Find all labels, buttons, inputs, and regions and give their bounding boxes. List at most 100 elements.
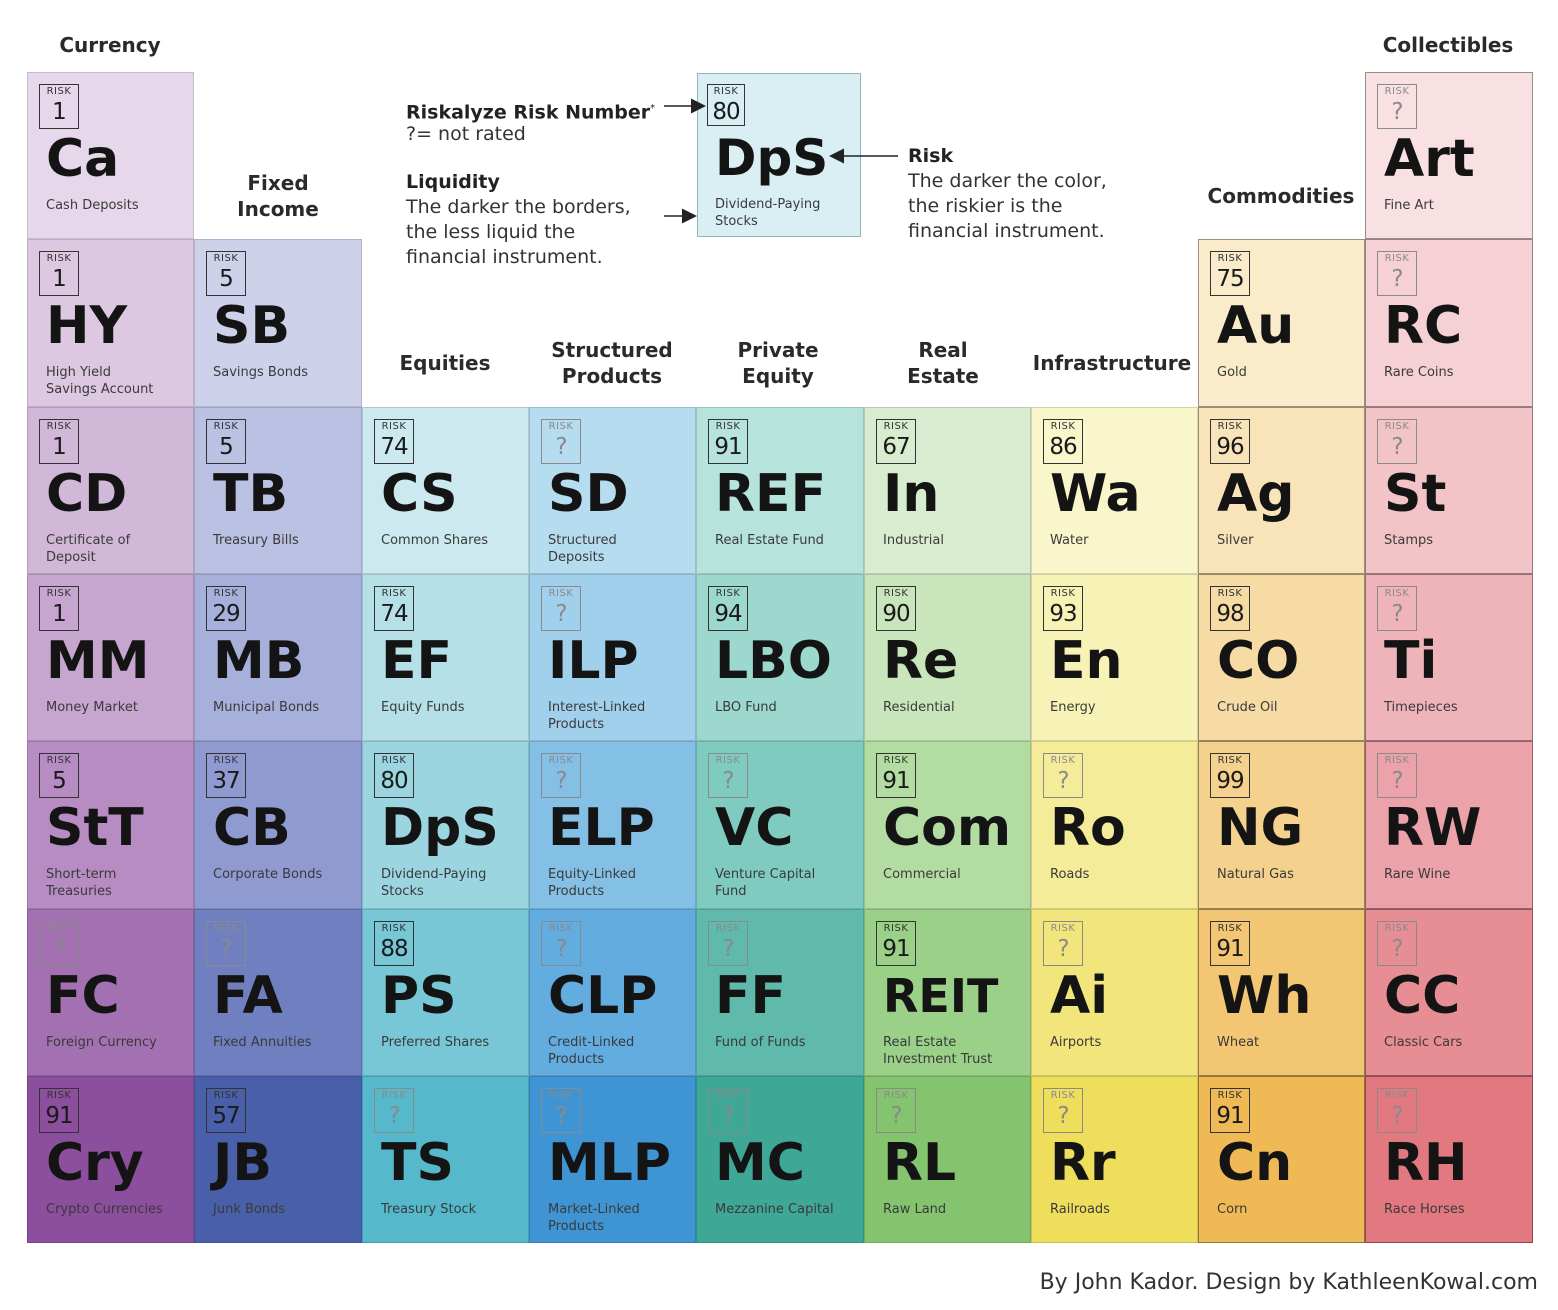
- element-symbol: Art: [1384, 129, 1475, 189]
- risk-number: ?: [722, 936, 734, 962]
- element-tile: RISK? Ti Timepieces: [1365, 574, 1533, 741]
- risk-box: RISK?: [541, 921, 581, 966]
- element-symbol: CD: [46, 464, 128, 524]
- element-name: Classic Cars: [1384, 1035, 1463, 1050]
- risk-number: 1: [52, 601, 67, 627]
- element-tile: RISK 98 CO Crude Oil: [1198, 574, 1365, 741]
- element-symbol: CS: [381, 464, 458, 524]
- risk-label: RISK: [715, 923, 741, 934]
- risk-box: RISK?: [876, 1088, 916, 1133]
- risk-number: 99: [1216, 768, 1244, 794]
- element-tile: RISK? St Stamps: [1365, 407, 1533, 574]
- risk-number: 98: [1216, 601, 1244, 627]
- element-name: Savings Bonds: [213, 365, 309, 380]
- risk-number: 96: [1216, 434, 1244, 460]
- risk-box: RISK 5: [206, 419, 246, 464]
- risk-box: RISK?: [541, 753, 581, 798]
- element-symbol: TS: [381, 1133, 454, 1193]
- risk-label: RISK: [213, 253, 239, 264]
- risk-number: 5: [219, 434, 234, 460]
- risk-box: RISK?: [1043, 1088, 1083, 1133]
- risk-number: ?: [388, 1103, 400, 1129]
- element-tile: RISK 5 StT Short-term Treasuries: [27, 741, 194, 909]
- risk-number: ?: [722, 1103, 734, 1129]
- risk-label: RISK: [883, 923, 909, 934]
- element-symbol: FC: [46, 966, 120, 1026]
- risk-number: 75: [1216, 266, 1244, 292]
- risk-number: ?: [1057, 1103, 1069, 1129]
- risk-box: RISK?: [1377, 586, 1417, 631]
- risk-label: RISK: [381, 588, 407, 599]
- element-name: Railroads: [1050, 1202, 1110, 1217]
- element-symbol: SB: [213, 296, 291, 356]
- risk-label: RISK: [1384, 421, 1410, 432]
- risk-number: 91: [714, 434, 742, 460]
- risk-box: RISK 1: [39, 251, 79, 296]
- risk-box: RISK?: [541, 586, 581, 631]
- risk-box: RISK 88: [374, 921, 414, 966]
- risk-number: 94: [714, 601, 742, 627]
- element-tile: RISK 94 LBO LBO Fund: [696, 574, 864, 741]
- element-symbol: RH: [1384, 1133, 1468, 1193]
- element-tile: RISK 86 Wa Water: [1031, 407, 1198, 574]
- column-header: Equities: [399, 351, 491, 375]
- element-tile: RISK? ELP Equity-Linked Products: [529, 741, 696, 909]
- risk-label: RISK: [1384, 755, 1410, 766]
- element-name: Gold: [1217, 365, 1247, 380]
- element-tile: RISK 74 EF Equity Funds: [362, 574, 529, 741]
- risk-box: RISK 1: [39, 419, 79, 464]
- risk-box: RISK?: [1043, 753, 1083, 798]
- risk-label: RISK: [381, 421, 407, 432]
- element-symbol: Ag: [1217, 464, 1295, 524]
- sample-risk-box: RISK 80: [707, 84, 745, 126]
- legend-risk-number-title: Riskalyze Risk Number*: [406, 101, 656, 124]
- sample-risk-label: RISK: [713, 86, 739, 97]
- element-name: Crypto Currencies: [46, 1202, 163, 1217]
- element-name: Treasury Stock: [381, 1202, 477, 1217]
- risk-box: RISK 96: [1210, 419, 1250, 464]
- element-symbol: Re: [883, 631, 959, 691]
- risk-label: RISK: [715, 588, 741, 599]
- risk-number: 91: [1216, 1103, 1244, 1129]
- column-header: Infrastructure: [1032, 351, 1192, 375]
- risk-label: RISK: [213, 1090, 239, 1101]
- risk-number: ?: [1057, 936, 1069, 962]
- risk-label: RISK: [1384, 253, 1410, 264]
- risk-number: ?: [722, 768, 734, 794]
- element-name: Crude Oil: [1217, 700, 1278, 715]
- risk-number: 88: [380, 936, 408, 962]
- risk-label: RISK: [548, 755, 574, 766]
- column-header: Fixed Income: [237, 171, 319, 221]
- element-name: Junk Bonds: [213, 1202, 286, 1217]
- risk-number: ?: [555, 768, 567, 794]
- risk-box: RISK 29: [206, 586, 246, 631]
- risk-label: RISK: [46, 1090, 72, 1101]
- risk-box: RISK?: [708, 753, 748, 798]
- element-symbol: MM: [46, 631, 150, 691]
- element-tile: RISK? ILP Interest-Linked Products: [529, 574, 696, 741]
- risk-label: RISK: [381, 923, 407, 934]
- risk-number: 93: [1049, 601, 1077, 627]
- element-tile: RISK 67 In Industrial: [864, 407, 1031, 574]
- risk-number: ?: [555, 1103, 567, 1129]
- element-tile: RISK 5 TB Treasury Bills: [194, 407, 362, 574]
- risk-number: 29: [212, 601, 240, 627]
- risk-label: RISK: [1384, 1090, 1410, 1101]
- risk-label: RISK: [213, 755, 239, 766]
- element-name: Equity-Linked Products: [548, 867, 636, 899]
- element-symbol: Com: [883, 798, 1012, 858]
- element-name: Raw Land: [883, 1202, 947, 1217]
- risk-box: RISK 37: [206, 753, 246, 798]
- risk-label: RISK: [715, 421, 741, 432]
- element-tile: RISK 5 SB Savings Bonds: [194, 239, 362, 407]
- legend-arrows: [664, 98, 898, 224]
- element-name: Municipal Bonds: [213, 700, 320, 715]
- risk-label: RISK: [1384, 86, 1410, 97]
- element-name: Residential: [883, 700, 955, 715]
- column-header: Currency: [59, 33, 161, 57]
- risk-label: RISK: [1217, 755, 1243, 766]
- risk-number: ?: [1391, 601, 1403, 627]
- risk-label: RISK: [1384, 923, 1410, 934]
- sample-symbol: DpS: [715, 129, 829, 187]
- risk-number: ?: [555, 434, 567, 460]
